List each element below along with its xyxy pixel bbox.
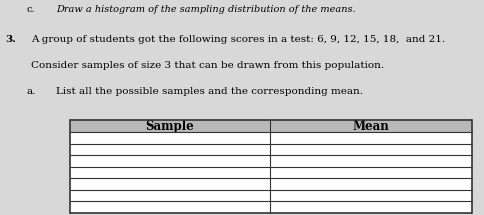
Text: Consider samples of size 3 that can be drawn from this population.: Consider samples of size 3 that can be d… xyxy=(31,61,385,70)
Text: A group of students got the following scores in a test: 6, 9, 12, 15, 18,  and 2: A group of students got the following sc… xyxy=(31,35,446,45)
Text: Draw a histogram of the sampling distribution of the means.: Draw a histogram of the sampling distrib… xyxy=(56,5,355,14)
Text: c.: c. xyxy=(27,5,35,14)
Bar xyxy=(70,120,472,132)
Text: List all the possible samples and the corresponding mean.: List all the possible samples and the co… xyxy=(56,87,363,96)
Text: a.: a. xyxy=(27,87,36,96)
Text: 3.: 3. xyxy=(5,35,15,45)
Bar xyxy=(70,132,472,213)
Text: Mean: Mean xyxy=(352,120,389,133)
Text: Sample: Sample xyxy=(146,120,194,133)
